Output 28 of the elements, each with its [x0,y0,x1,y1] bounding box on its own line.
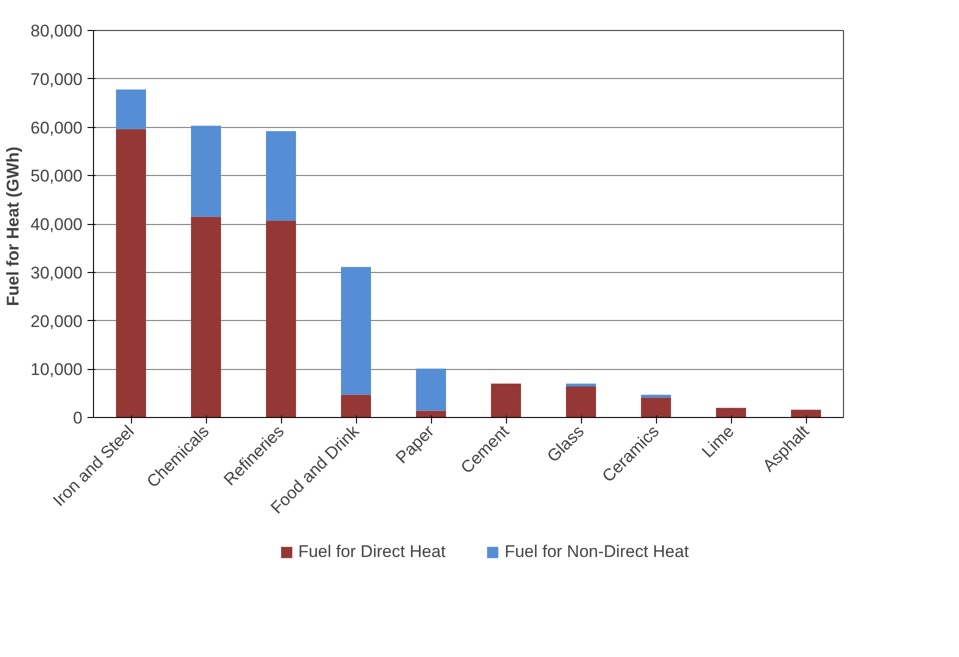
y-tick-label: 50,000 [30,166,83,186]
legend-label: Fuel for Non-Direct Heat [504,542,689,562]
bar [191,126,221,217]
y-tick-label: 10,000 [30,360,83,380]
y-tick-label: 0 [73,408,83,428]
y-tick-label: 30,000 [30,263,83,282]
y-tick-label: 70,000 [30,70,83,89]
y-tick-label: 80,000 [30,22,83,40]
bar [416,368,446,411]
bar [566,384,596,387]
bar [716,408,746,418]
bar [116,90,146,130]
bar [341,394,371,418]
bar [791,410,821,418]
y-tick-label: 60,000 [30,118,83,138]
bar [566,386,596,418]
bar [416,410,446,418]
bar [191,216,221,418]
bar [266,220,296,418]
bar [491,384,521,418]
y-tick-label: 20,000 [30,312,83,331]
bar [341,267,371,395]
legend-label: Fuel for Direct Heat [298,542,446,562]
bar [116,129,146,418]
bar [266,131,296,221]
y-axis-title: Fuel for Heat (GWh) [4,146,23,306]
y-tick-label: 40,000 [30,215,83,234]
bar [641,398,671,418]
